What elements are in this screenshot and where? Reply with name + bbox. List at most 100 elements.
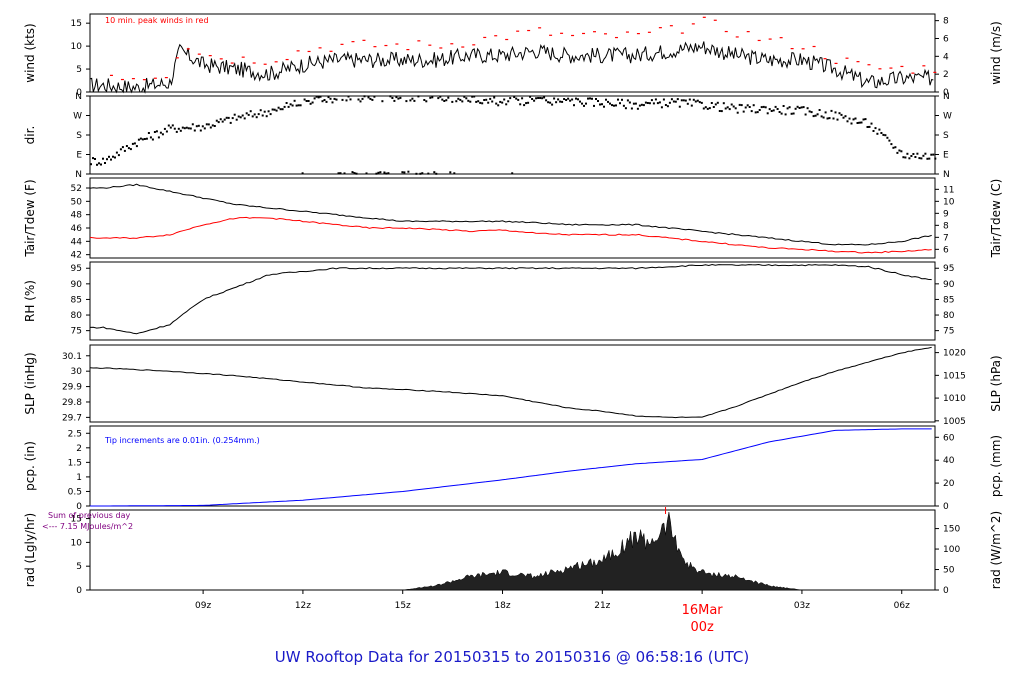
direction-point (858, 121, 861, 124)
direction-point (149, 136, 152, 139)
direction-point (682, 99, 685, 102)
day-marker-date: 16Mar (682, 603, 724, 618)
figure-caption: UW Rooftop Data for 20150315 to 20150316… (274, 648, 750, 666)
y-tick-label: 15 (71, 19, 82, 29)
direction-point (217, 121, 220, 124)
direction-point (106, 158, 108, 161)
y-tick-label-right: 1015 (943, 371, 966, 381)
direction-point (898, 149, 901, 152)
direction-point (714, 103, 717, 106)
y-tick-label: 80 (71, 311, 83, 321)
direction-point (591, 97, 593, 100)
direction-point (770, 110, 773, 112)
direction-point (846, 120, 849, 123)
direction-point (636, 107, 639, 110)
direction-point (886, 136, 889, 139)
direction-point (932, 153, 935, 156)
direction-point (179, 129, 182, 132)
direction-point (237, 115, 240, 118)
direction-point (325, 100, 328, 103)
direction-point (842, 116, 845, 119)
direction-point (249, 110, 252, 113)
direction-point (678, 105, 681, 108)
direction-point (505, 103, 508, 106)
direction-point (640, 103, 643, 106)
direction-point (573, 104, 575, 107)
direction-point (399, 96, 402, 99)
direction-point (331, 101, 334, 104)
direction-point (772, 109, 775, 112)
direction-point (465, 97, 468, 100)
direction-point (794, 107, 797, 110)
direction-point (129, 148, 132, 151)
direction-point (613, 104, 615, 107)
direction-point (696, 99, 699, 102)
direction-point (760, 106, 763, 109)
y-tick-label: N (75, 92, 82, 102)
y-tick-label-right: 4 (943, 52, 949, 62)
y-tick-label: 10 (71, 538, 83, 548)
y-tick-label: 85 (71, 295, 82, 305)
direction-point (742, 110, 745, 113)
direction-point (571, 98, 574, 101)
y-tick-label-right: 2 (943, 70, 949, 80)
direction-point (141, 138, 144, 141)
direction-point (521, 97, 524, 100)
y-tick-label: 0 (76, 502, 82, 512)
direction-point (219, 118, 222, 121)
direction-point (670, 98, 673, 101)
y-tick-label-right: 6 (943, 34, 949, 44)
direction-point (792, 112, 795, 115)
direction-point (882, 133, 885, 136)
x-tick-label: 18z (494, 601, 510, 611)
direction-point (686, 102, 689, 105)
direction-point (664, 104, 667, 106)
direction-point (193, 129, 196, 132)
direction-point (110, 158, 112, 161)
direction-point (744, 106, 747, 109)
direction-point (850, 122, 853, 125)
direction-point (724, 107, 727, 110)
direction-point (459, 98, 462, 101)
direction-point (758, 109, 761, 111)
direction-point (181, 126, 184, 129)
direction-point (247, 113, 250, 116)
direction-point (133, 142, 136, 145)
direction-point (263, 110, 266, 113)
direction-point (104, 162, 106, 164)
direction-point (862, 118, 865, 121)
direction-point (223, 118, 226, 121)
direction-point (375, 172, 378, 175)
direction-point (171, 124, 174, 127)
y-tick-label: N (75, 170, 82, 180)
y-tick-label: 2.5 (68, 429, 82, 439)
y-tick-label-right: 9 (943, 209, 949, 219)
direction-point (281, 108, 284, 111)
direction-point (255, 116, 258, 119)
direction-point (155, 130, 158, 133)
direction-point (295, 104, 298, 107)
direction-point (511, 172, 514, 175)
direction-point (692, 98, 695, 101)
direction-point (880, 132, 883, 134)
direction-point (569, 99, 572, 102)
x-tick-label: 15z (395, 601, 411, 611)
direction-point (646, 102, 649, 104)
direction-point (395, 96, 398, 99)
direction-point (115, 151, 118, 154)
direction-point (750, 110, 753, 113)
direction-point (233, 113, 236, 116)
direction-point (449, 171, 452, 174)
direction-point (756, 111, 759, 114)
direction-point (922, 154, 925, 157)
y-tick-label: 2 (76, 444, 82, 454)
direction-point (108, 155, 110, 158)
direction-point (161, 133, 164, 136)
direction-point (201, 125, 204, 128)
direction-point (611, 104, 613, 107)
direction-point (585, 102, 587, 105)
y-tick-label: 5 (76, 65, 82, 75)
direction-point (523, 104, 526, 107)
direction-point (768, 108, 771, 111)
direction-point (205, 123, 208, 126)
